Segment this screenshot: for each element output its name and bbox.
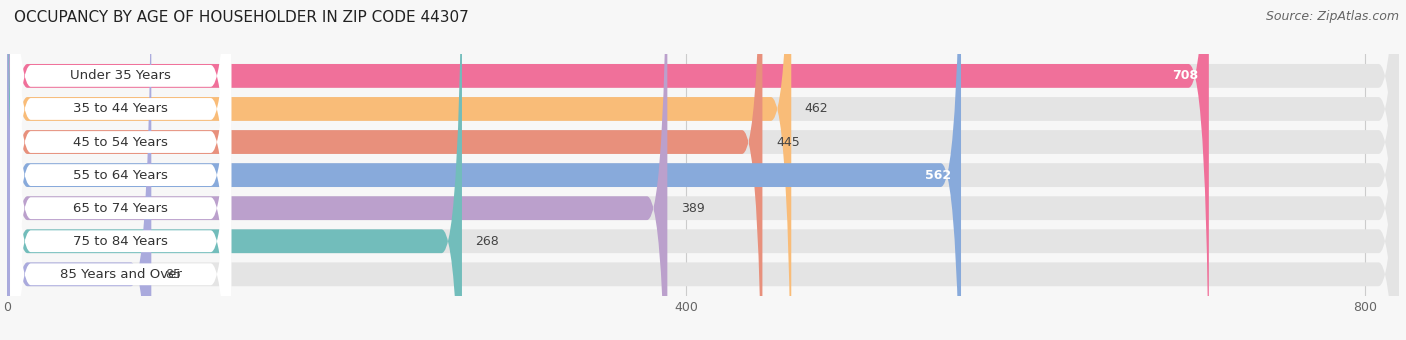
Text: 85: 85 — [165, 268, 181, 281]
FancyBboxPatch shape — [7, 0, 463, 340]
Text: OCCUPANCY BY AGE OF HOUSEHOLDER IN ZIP CODE 44307: OCCUPANCY BY AGE OF HOUSEHOLDER IN ZIP C… — [14, 10, 468, 25]
FancyBboxPatch shape — [7, 0, 962, 340]
Text: 75 to 84 Years: 75 to 84 Years — [73, 235, 169, 248]
Text: Source: ZipAtlas.com: Source: ZipAtlas.com — [1265, 10, 1399, 23]
Text: Under 35 Years: Under 35 Years — [70, 69, 172, 82]
Text: 65 to 74 Years: 65 to 74 Years — [73, 202, 169, 215]
Text: 45 to 54 Years: 45 to 54 Years — [73, 136, 169, 149]
Text: 708: 708 — [1173, 69, 1199, 82]
FancyBboxPatch shape — [7, 0, 152, 340]
FancyBboxPatch shape — [7, 0, 792, 340]
FancyBboxPatch shape — [7, 0, 1399, 340]
Text: 562: 562 — [925, 169, 950, 182]
FancyBboxPatch shape — [10, 0, 231, 340]
FancyBboxPatch shape — [7, 0, 762, 340]
FancyBboxPatch shape — [10, 0, 231, 340]
FancyBboxPatch shape — [10, 0, 231, 340]
Text: 35 to 44 Years: 35 to 44 Years — [73, 102, 169, 116]
FancyBboxPatch shape — [7, 0, 1399, 340]
FancyBboxPatch shape — [7, 0, 1399, 340]
FancyBboxPatch shape — [10, 0, 231, 340]
FancyBboxPatch shape — [7, 0, 1399, 340]
Text: 55 to 64 Years: 55 to 64 Years — [73, 169, 169, 182]
FancyBboxPatch shape — [7, 0, 1399, 340]
Text: 462: 462 — [804, 102, 828, 116]
FancyBboxPatch shape — [7, 0, 668, 340]
Text: 389: 389 — [681, 202, 704, 215]
FancyBboxPatch shape — [7, 0, 1399, 340]
Text: 445: 445 — [776, 136, 800, 149]
Text: 85 Years and Over: 85 Years and Over — [60, 268, 181, 281]
Text: 268: 268 — [475, 235, 499, 248]
FancyBboxPatch shape — [7, 0, 1209, 340]
FancyBboxPatch shape — [10, 0, 231, 340]
FancyBboxPatch shape — [10, 0, 231, 340]
FancyBboxPatch shape — [10, 0, 231, 340]
FancyBboxPatch shape — [7, 0, 1399, 340]
